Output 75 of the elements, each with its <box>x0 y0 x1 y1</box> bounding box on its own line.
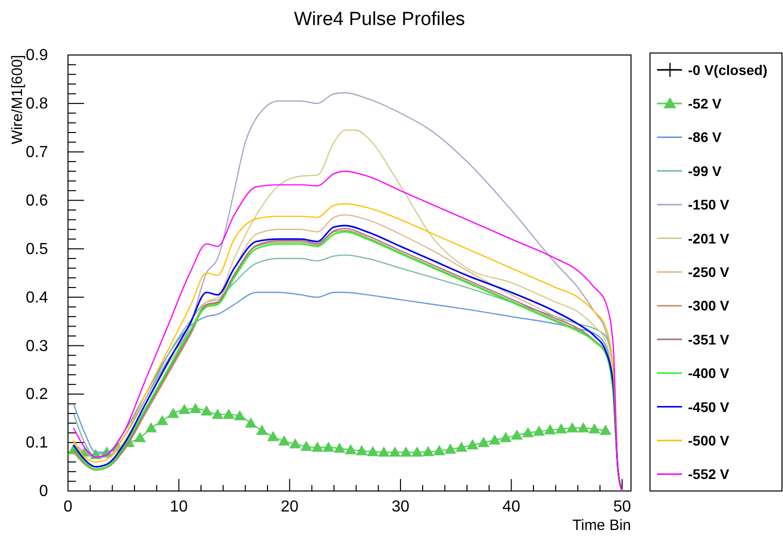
legend-label: -86 V <box>688 129 722 146</box>
point <box>178 404 190 414</box>
point <box>222 408 235 419</box>
point <box>510 429 523 440</box>
y-axis-title: Wire/M1[600] <box>9 55 26 144</box>
point <box>478 436 490 447</box>
legend-label: -52 V <box>688 96 722 112</box>
point <box>322 442 334 452</box>
point <box>378 446 390 457</box>
legend-label: -201 V <box>688 230 730 246</box>
legend-label: -450 V <box>688 398 730 415</box>
point <box>456 442 468 452</box>
legend-label: -351 V <box>688 331 730 348</box>
x-tick-label: 30 <box>392 498 410 516</box>
x-tick-label: 0 <box>64 498 73 516</box>
point <box>244 417 257 428</box>
y-tick-label: 0.1 <box>26 434 48 452</box>
point <box>400 446 412 457</box>
point <box>356 444 368 456</box>
point <box>156 414 168 426</box>
point <box>167 408 180 418</box>
x-tick-label: 10 <box>170 498 188 516</box>
point <box>344 444 356 454</box>
x-tick-label: 40 <box>502 498 520 516</box>
y-tick-label: 0.4 <box>26 289 48 306</box>
legend-label: -300 V <box>688 298 730 314</box>
legend-label: -250 V <box>688 264 730 280</box>
legend-label: -552 V <box>688 466 730 482</box>
legend-label: -400 V <box>688 365 730 382</box>
y-tick-label: 0 <box>39 483 48 500</box>
legend-label: -150 V <box>688 196 730 213</box>
point <box>488 434 501 445</box>
y-tick-label: 0.6 <box>26 192 48 210</box>
point <box>600 424 612 435</box>
point <box>466 439 478 450</box>
point <box>389 446 401 457</box>
point <box>544 424 556 434</box>
point <box>500 432 512 442</box>
point <box>190 402 202 414</box>
y-tick-label: 0.9 <box>26 47 48 64</box>
point <box>234 410 246 420</box>
y-tick-label: 0.8 <box>26 96 48 113</box>
point <box>212 408 224 419</box>
y-tick-label: 0.5 <box>26 240 48 258</box>
point <box>444 444 456 454</box>
x-tick-label: 50 <box>613 498 632 516</box>
point <box>311 442 324 452</box>
legend-label: -99 V <box>688 162 722 179</box>
point <box>200 405 212 416</box>
legend-label: -0 V(closed) <box>688 62 768 78</box>
point <box>334 442 346 453</box>
point <box>278 435 290 446</box>
point <box>256 424 268 435</box>
point <box>422 446 434 456</box>
point <box>433 444 446 456</box>
point <box>577 422 590 432</box>
point <box>555 423 568 434</box>
point <box>300 440 312 451</box>
point <box>289 438 302 448</box>
legend-label: -500 V <box>688 432 730 448</box>
y-tick-label: 0.3 <box>26 338 48 355</box>
point <box>566 422 578 432</box>
point <box>134 432 146 442</box>
chart-title: Wire4 Pulse Profiles <box>294 9 466 30</box>
point <box>533 426 545 436</box>
point <box>267 430 279 442</box>
y-tick-label: 0.2 <box>26 386 48 404</box>
point <box>366 446 379 456</box>
point <box>588 423 600 434</box>
point <box>145 422 158 432</box>
y-tick-label: 0.7 <box>26 144 48 162</box>
point <box>522 427 534 438</box>
point <box>411 446 423 457</box>
x-axis-title: Time Bin <box>572 517 631 534</box>
x-tick-label: 20 <box>280 498 299 516</box>
